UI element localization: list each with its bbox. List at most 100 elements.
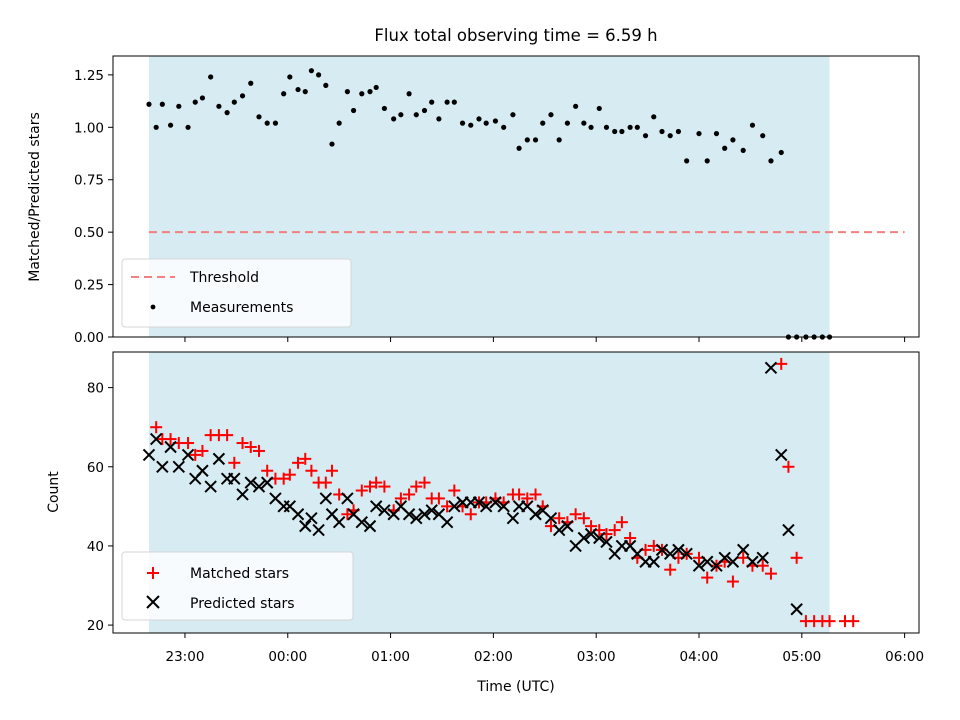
measurement-point — [564, 120, 571, 126]
measurement-point — [588, 124, 594, 130]
y-tick-label: 0.00 — [74, 330, 104, 346]
measurement-point — [248, 80, 254, 86]
matched-star-point — [823, 615, 836, 628]
measurement-point — [224, 110, 230, 116]
matched-star-point — [553, 512, 566, 525]
matched-star-point — [164, 433, 177, 446]
count-y-ticks: 20 40 60 80 — [87, 381, 113, 634]
predicted-star-point — [529, 508, 542, 521]
measurement-point — [302, 89, 308, 95]
matched-star-point — [418, 476, 431, 489]
predicted-star-point — [299, 519, 312, 533]
predicted-star-point — [172, 460, 186, 473]
matched-star-point — [664, 563, 677, 576]
measurement-point — [391, 116, 397, 122]
measurement-point — [329, 141, 335, 147]
predicted-star-point — [244, 476, 257, 489]
measurement-point — [373, 84, 379, 91]
y-tick-label: 0.75 — [74, 173, 104, 189]
predicted-star-point — [489, 496, 502, 509]
predicted-star-point — [341, 492, 354, 505]
matched-star-point — [585, 520, 598, 533]
matched-star-point — [513, 488, 526, 501]
matched-star-point — [782, 460, 795, 473]
matched-star-point — [182, 437, 195, 450]
matched-star-point — [756, 559, 769, 572]
measurement-point — [634, 124, 640, 130]
matched-star-point — [228, 456, 241, 469]
predicted-star-point — [782, 523, 795, 537]
measurement-point — [684, 158, 690, 164]
measurement-point — [778, 149, 784, 156]
measurement-point — [713, 130, 720, 137]
matched-star-point — [292, 456, 305, 469]
measurement-point — [413, 112, 419, 118]
measurement-point — [146, 101, 152, 107]
legend-measurements-label: Measurements — [190, 300, 293, 316]
measurement-point — [760, 133, 766, 139]
count-y-axis-label: Count — [46, 471, 62, 513]
y-tick-label: 20 — [87, 618, 104, 634]
predicted-star-point — [305, 512, 318, 525]
predicted-star-point — [790, 603, 803, 616]
legend-matched-label: Matched stars — [190, 566, 289, 582]
predicted-star-point — [756, 551, 769, 565]
measurement-point — [308, 68, 315, 74]
predicted-star-point — [261, 476, 274, 489]
measurement-point — [581, 120, 587, 126]
measurement-point — [532, 137, 539, 143]
predicted-star-point — [544, 512, 558, 525]
measurement-point — [492, 118, 499, 124]
matched-star-point — [244, 440, 257, 453]
predicted-star-point — [655, 543, 669, 557]
matched-star-point — [261, 464, 274, 477]
measurement-point — [421, 107, 428, 114]
predicted-star-point — [236, 488, 249, 501]
measurement-point — [659, 128, 665, 135]
measurement-point — [516, 145, 522, 151]
predicted-star-point — [584, 527, 598, 541]
predicted-star-point — [378, 504, 391, 517]
matched-star-point — [448, 484, 461, 497]
x-tick-label: 03:00 — [577, 649, 616, 665]
x-tick-label: 04:00 — [680, 649, 719, 665]
measurement-point — [239, 93, 246, 99]
measurement-point — [675, 128, 682, 135]
measurement-point — [272, 120, 279, 126]
measurement-point — [436, 116, 442, 122]
measurement-point — [192, 99, 198, 105]
measurement-point — [159, 101, 165, 107]
axes-frame — [112, 351, 920, 634]
matched-star-point — [319, 476, 332, 489]
x-axis-label: Time (UTC) — [476, 679, 554, 695]
predicted-star-point — [600, 535, 613, 549]
predicted-star-point — [664, 547, 677, 561]
predicted-star-point — [369, 500, 383, 513]
predicted-star-point — [204, 480, 217, 493]
y-tick-label: 40 — [87, 539, 104, 555]
matched-star-point — [355, 484, 368, 497]
matched-star-point — [464, 508, 477, 521]
measurement-point — [667, 133, 673, 139]
predicted-star-point — [319, 492, 333, 505]
ratio-panel: 0.00 0.25 0.50 0.75 1.00 1.25 Matched/Predict… — [27, 55, 920, 346]
predicted-star-point — [291, 508, 305, 521]
matched-star-point — [305, 464, 318, 477]
measurement-point — [287, 74, 293, 80]
measurement-point — [722, 145, 728, 151]
matched-star-point — [790, 551, 803, 564]
measurement-point — [381, 105, 388, 112]
x-tick-label: 05:00 — [782, 649, 821, 665]
measurement-point — [749, 122, 756, 128]
matched-star-point — [370, 476, 383, 489]
measurement-point — [524, 137, 530, 143]
y-tick-label: 60 — [87, 460, 104, 476]
matched-star-point — [378, 480, 391, 493]
measurement-point — [323, 82, 329, 88]
measurement-point — [740, 147, 746, 153]
measurement-point — [642, 133, 649, 139]
count-panel: 20 40 60 80 23:00 00:00 01:00 02:00 03:00 04:00 0… — [46, 351, 924, 695]
measurement-point — [176, 103, 182, 109]
predicted-star-point — [577, 531, 591, 545]
measurement-point — [316, 72, 322, 78]
